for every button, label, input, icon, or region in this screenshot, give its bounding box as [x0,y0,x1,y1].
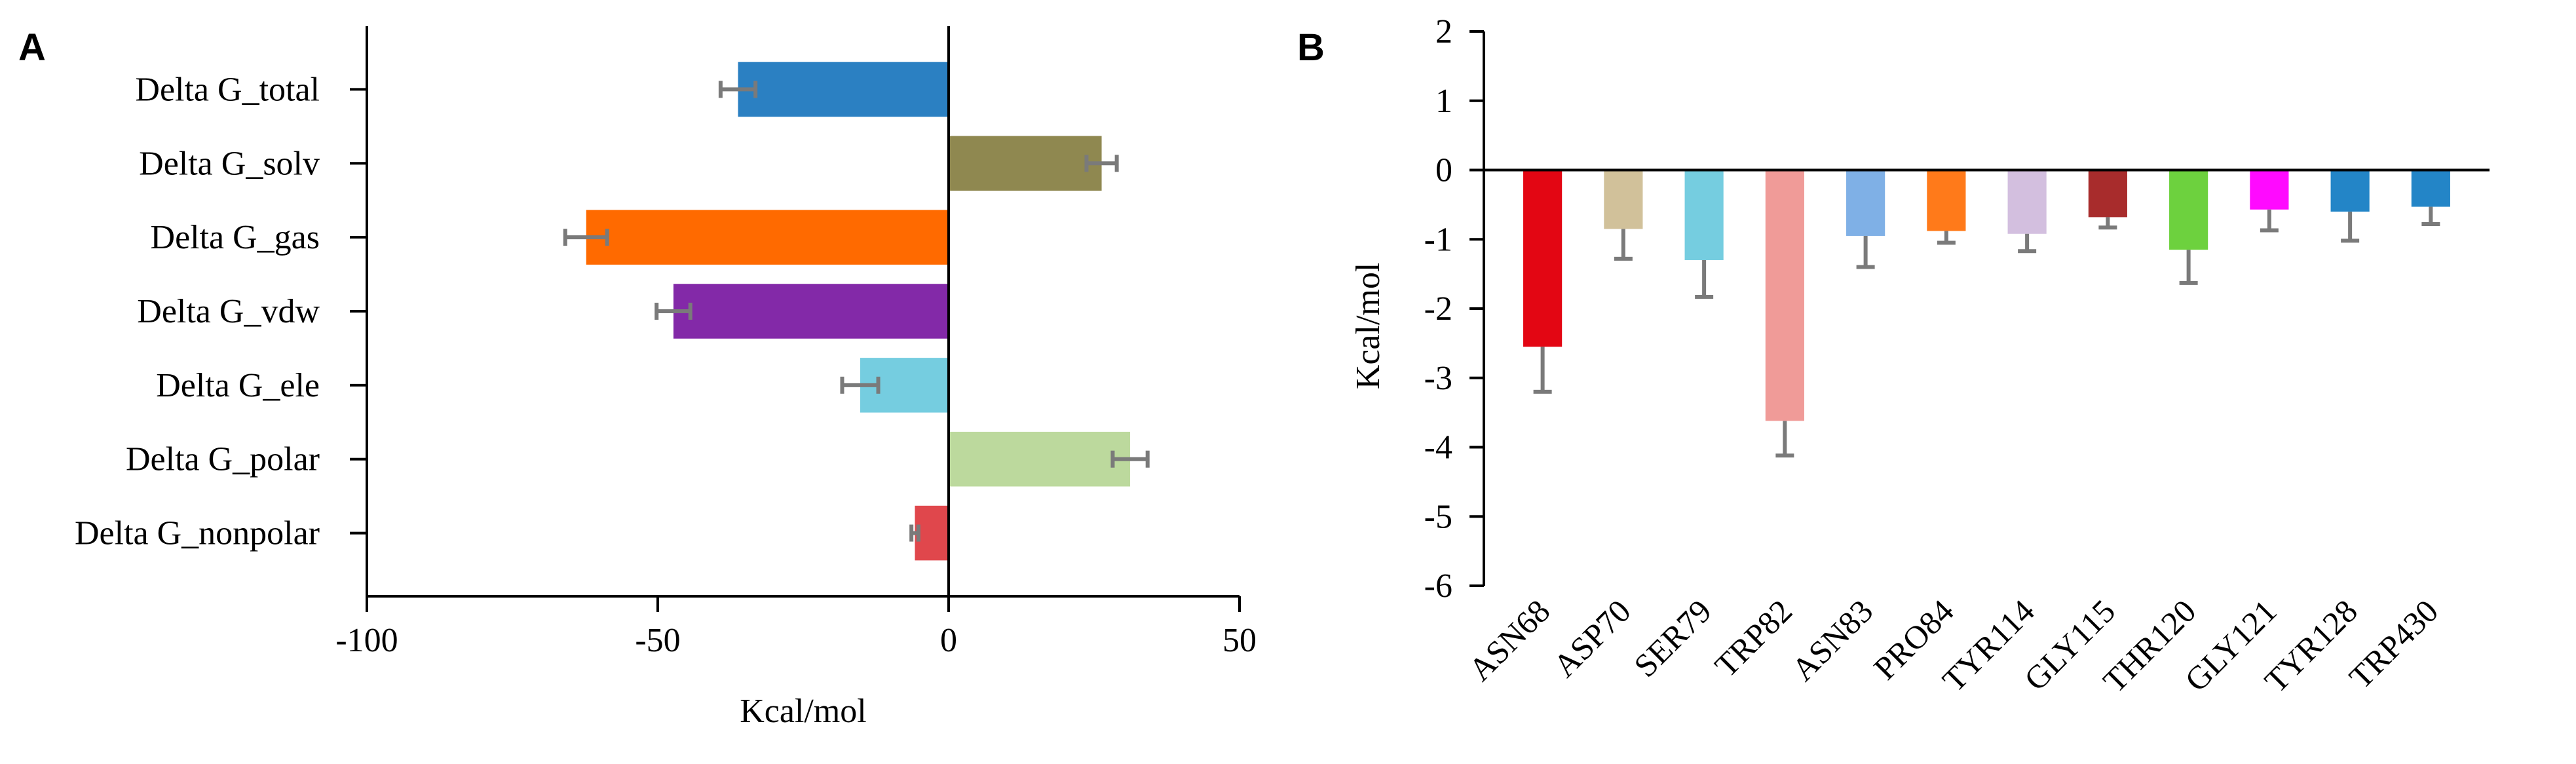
chart-a-x-tick-label: -50 [635,622,680,659]
chart-a-x-tick-label: -100 [335,622,398,659]
chart-b-error-bar [1614,229,1633,261]
chart-b-bar [1765,170,1804,421]
chart-b-category-label: ASN68 [1462,592,1557,688]
chart-b-y-tick-label: -3 [1424,360,1452,397]
chart-b-category-label: SER79 [1627,592,1718,684]
chart-a-x-tick-label: 50 [1222,622,1257,659]
chart-b-bar [1604,170,1643,229]
chart-b-error-bar [2179,250,2198,285]
chart-b-bar [2007,170,2047,234]
chart-b-error-bar [1856,235,1875,269]
chart-a-error-bar [1110,450,1150,468]
chart-a-bar [586,210,949,265]
chart-b-y-tick-label: 0 [1435,152,1452,189]
chart-b-error-bar [1695,259,1714,299]
chart-a-category-label: Delta G_solv [139,145,320,182]
chart-b-error-bar [2260,209,2279,233]
chart-a-error-bar [654,303,692,320]
chart-b-y-tick-label: -4 [1424,429,1452,467]
chart-b-bars [1523,170,2450,421]
chart-a-error-bar [1084,155,1119,172]
chart-a-bar [949,136,1102,191]
chart-b-bar [1523,170,1563,347]
chart-b-bar [1927,170,1966,231]
chart-a-bar [949,431,1131,487]
panel-label-b: B [1297,26,1325,69]
panel-label-a: A [18,26,46,69]
chart-a-x-tick-label: 0 [940,622,957,659]
chart-a-error-bar [840,376,881,394]
chart-a-bar [915,505,949,561]
chart-b-y-tick-label: 1 [1435,83,1452,120]
chart-b-error-bar [2421,206,2440,226]
chart-a-category-label: Delta G_total [135,71,320,108]
chart-b-y-tick-label: -6 [1424,567,1452,605]
chart-b-category-label: ASN83 [1785,592,1880,688]
chart-a-category-label: Delta G_vdw [137,293,320,330]
chart-b-category-label: TRP82 [1707,592,1799,684]
chart-b-error-bar [2098,217,2117,230]
chart-a-bar [673,284,949,339]
chart-b-y-tick-label: -1 [1424,221,1452,258]
chart-b-y-tick-label: -2 [1424,290,1452,328]
chart-a-x-ticks: -100 -50 0 50 [335,596,1257,659]
chart-b: -6 -5 -4 -3 -2 -1 0 1 2 ASN68ASP70SER79TRP82ASN8… [1350,13,2490,700]
chart-b-bar [2169,170,2208,250]
chart-a-error-bar [563,229,609,246]
chart-b-error-bar [2018,233,2037,254]
chart-b-category-label: TRP430 [2342,592,2445,695]
chart-a-category-label: Delta G_ele [156,367,320,404]
chart-b-bar [2088,170,2127,218]
chart-b-error-bar [1533,347,1552,394]
chart-a-bar [738,62,949,117]
chart-a-category-label: Delta G_gas [151,219,320,256]
chart-b-bar [1684,170,1724,260]
chart-a-error-bar [718,81,758,98]
chart-b-y-axis-label: Kcal/mol [1350,263,1387,390]
chart-b-bar [2411,170,2450,207]
chart-b-y-tick-label: 2 [1435,13,1452,50]
chart-a-category-label: Delta G_nonpolar [75,515,320,552]
chart-b-error-bar [1937,231,1956,245]
chart-b-y-ticks: -6 -5 -4 -3 -2 -1 0 1 2 [1424,13,1484,605]
chart-b-bar [1846,170,1885,236]
chart-a-x-axis-label: Kcal/mol [740,693,867,730]
chart-a-error-bars [563,81,1150,542]
chart-b-category-label: TYR114 [1935,592,2041,698]
chart-b-bar [2330,170,2370,212]
chart-b-category-label: ASP70 [1546,592,1638,684]
chart-b-error-bar [2341,211,2360,243]
chart-a-category-label: Delta G_polar [126,441,320,478]
chart-b-error-bar [1775,421,1794,458]
chart-b-bar [2250,170,2289,210]
chart-b-category-labels: ASN68ASP70SER79TRP82ASN83PRO84TYR114GLY1… [1462,592,2445,699]
chart-b-error-bars [1533,206,2440,458]
chart-b-y-tick-label: -5 [1424,498,1452,535]
chart-a-category-labels: Delta G_total Delta G_solv Delta G_gas Delt… [75,71,367,552]
chart-a-error-bar [909,524,920,542]
